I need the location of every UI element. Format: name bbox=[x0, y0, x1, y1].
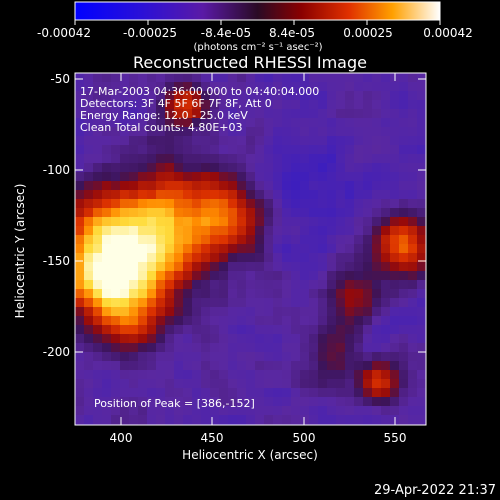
peak-position-label: Position of Peak = [386,-152] bbox=[94, 397, 255, 410]
plot-frame bbox=[74, 72, 427, 426]
x-tick-label: 400 bbox=[110, 431, 133, 445]
colorbar-tick-label: 0.00042 bbox=[423, 26, 473, 40]
info-detectors: Detectors: 3F 4F 5F 6F 7F 8F, Att 0 bbox=[80, 97, 272, 110]
colorbar: -0.00042 -0.00025 -8.4e-05 8.4e-05 0.000… bbox=[37, 1, 473, 53]
colorbar-tick-label: -0.00042 bbox=[37, 26, 91, 40]
colorbar-tick-label: 0.00025 bbox=[343, 26, 393, 40]
observation-info: 17-Mar-2003 04:36:00.000 to 04:40:04.000… bbox=[80, 85, 319, 134]
heatmap-image bbox=[75, 73, 426, 425]
x-tick-label: 450 bbox=[201, 431, 224, 445]
info-energy-range: Energy Range: 12.0 - 25.0 keV bbox=[80, 109, 248, 122]
y-tick-label: -150 bbox=[43, 254, 70, 268]
render-timestamp: 29-Apr-2022 21:37 bbox=[374, 483, 496, 498]
colorbar-ticks bbox=[74, 20, 441, 25]
info-time-range: 17-Mar-2003 04:36:00.000 to 04:40:04.000 bbox=[80, 85, 319, 98]
x-tick-label: 500 bbox=[293, 431, 316, 445]
y-tick-label: -100 bbox=[43, 163, 70, 177]
colorbar-tick-label: -8.4e-05 bbox=[201, 26, 251, 40]
x-tick-label: 550 bbox=[384, 431, 407, 445]
colorbar-gradient bbox=[74, 1, 441, 21]
colorbar-unit-label: (photons cm⁻² s⁻¹ asec⁻²) bbox=[193, 42, 322, 53]
colorbar-tick-label: -0.00025 bbox=[123, 26, 177, 40]
x-axis-label: Heliocentric X (arcsec) bbox=[182, 448, 318, 462]
plot-title: Reconstructed RHESSI Image bbox=[133, 53, 367, 72]
y-axis-label: Heliocentric Y (arcsec) bbox=[13, 184, 27, 319]
colorbar-tick-label: 8.4e-05 bbox=[269, 26, 315, 40]
y-tick-label: -200 bbox=[43, 345, 70, 359]
y-tick-label: -50 bbox=[50, 72, 70, 86]
axis-ticks bbox=[75, 73, 426, 425]
info-clean-counts: Clean Total counts: 4.80E+03 bbox=[80, 121, 243, 134]
